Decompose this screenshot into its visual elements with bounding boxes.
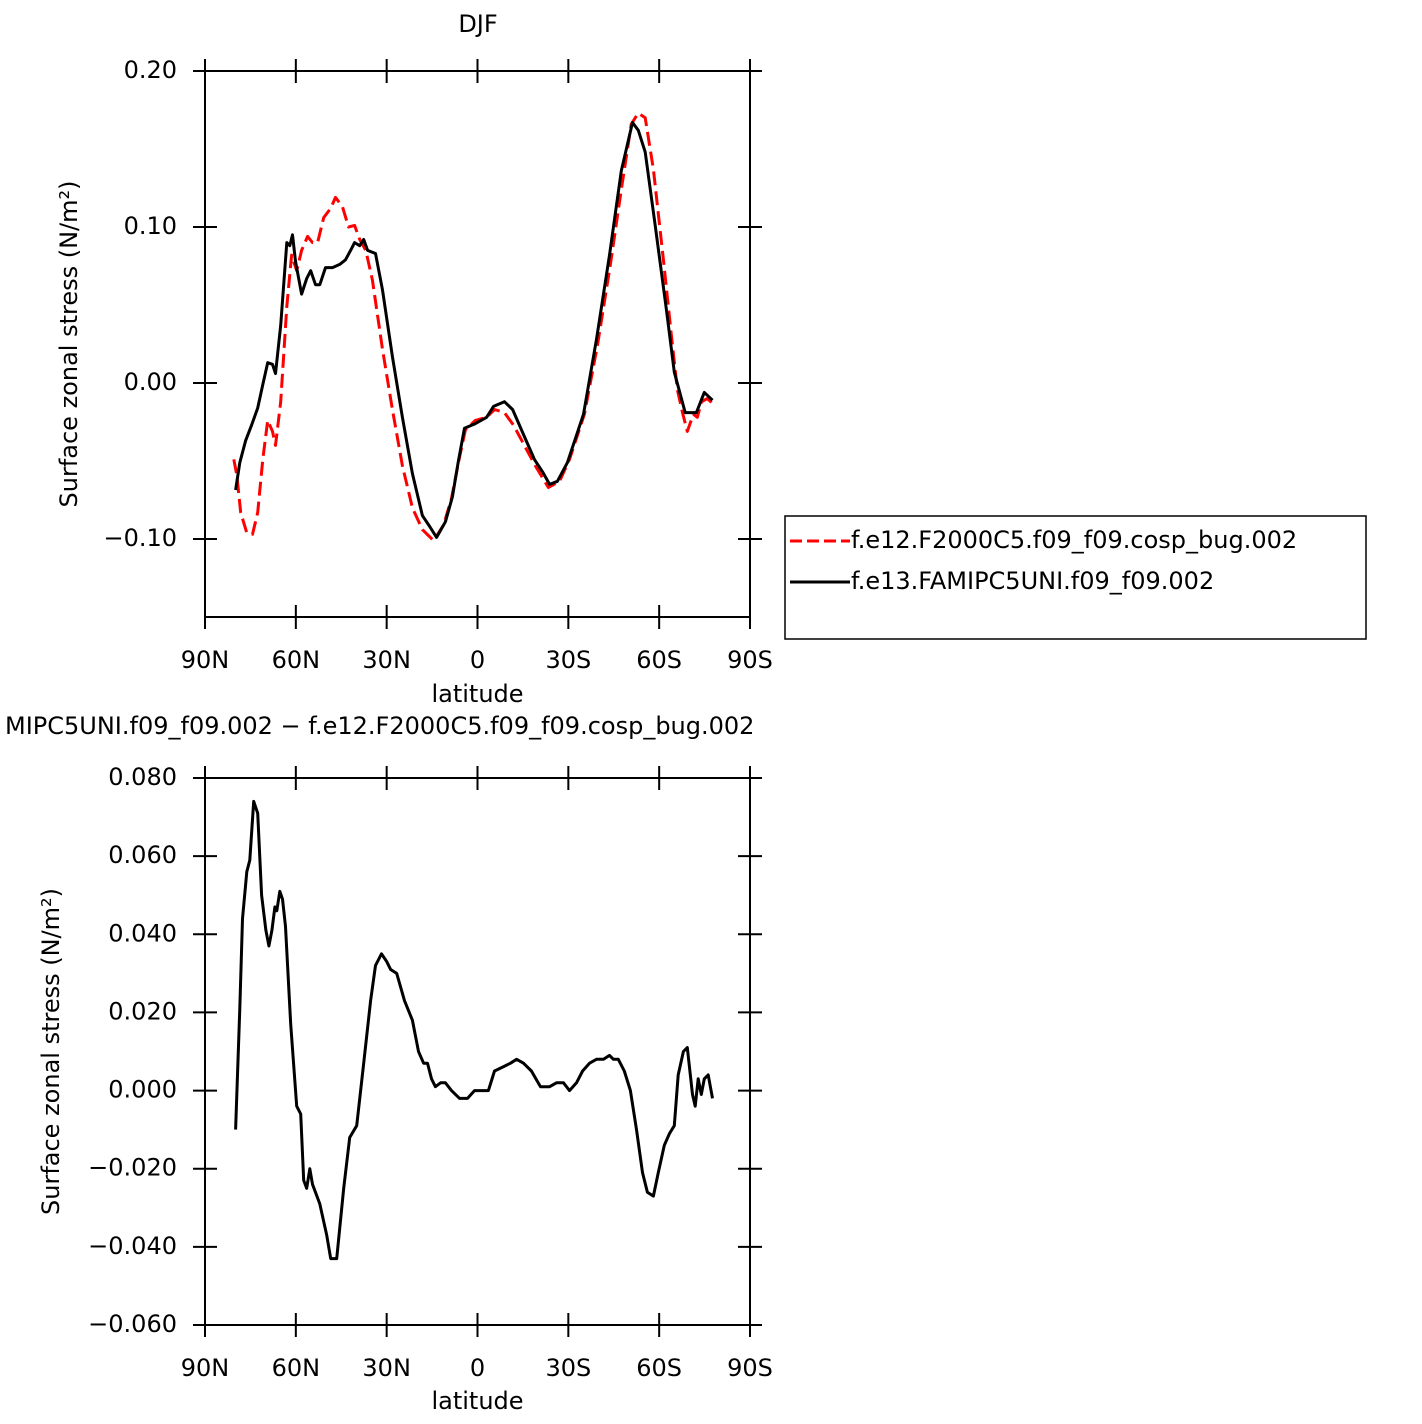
- x-axis-label: latitude: [431, 680, 523, 708]
- y-axis-label: Surface zonal stress (N/m²): [55, 181, 83, 508]
- legend-box: [784, 515, 1367, 640]
- data-line: [234, 121, 714, 539]
- y-tick-label: 0.20: [124, 56, 177, 84]
- y-axis-label: Surface zonal stress (N/m²): [37, 888, 65, 1215]
- y-tick-label: 0.080: [108, 763, 177, 791]
- y-tick-label: −0.040: [88, 1232, 177, 1260]
- y-tick-label: −0.060: [88, 1310, 177, 1338]
- legend-label: f.e12.F2000C5.f09_f09.cosp_bug.002: [851, 526, 1297, 554]
- x-tick-label: 60S: [636, 1354, 682, 1382]
- y-tick-label: 0.00: [124, 368, 177, 396]
- x-tick-label: 60N: [272, 646, 321, 674]
- x-tick-label: 60S: [636, 646, 682, 674]
- x-tick-label: 90S: [727, 1354, 773, 1382]
- x-tick-label: 30N: [362, 1354, 411, 1382]
- chart-title: MIPC5UNI.f09_f09.002 − f.e12.F2000C5.f09…: [5, 712, 754, 740]
- chart-title: DJF: [458, 10, 497, 38]
- x-tick-label: 0: [470, 646, 485, 674]
- x-tick-label: 90N: [181, 646, 230, 674]
- y-tick-label: 0.060: [108, 841, 177, 869]
- y-tick-label: −0.020: [88, 1154, 177, 1182]
- x-tick-label: 30S: [545, 1354, 591, 1382]
- y-tick-label: 0.040: [108, 919, 177, 947]
- x-tick-label: 90N: [181, 1354, 230, 1382]
- y-tick-label: 0.10: [124, 212, 177, 240]
- x-tick-label: 30S: [545, 646, 591, 674]
- x-tick-label: 60N: [272, 1354, 321, 1382]
- x-tick-label: 0: [470, 1354, 485, 1382]
- data-line: [234, 799, 714, 1261]
- plot-frame: [204, 70, 751, 618]
- x-tick-label: 90S: [727, 646, 773, 674]
- data-line: [232, 111, 714, 543]
- y-tick-label: 0.000: [108, 1076, 177, 1104]
- x-axis-label: latitude: [431, 1387, 523, 1415]
- y-tick-label: −0.10: [103, 524, 177, 552]
- y-tick-label: 0.020: [108, 997, 177, 1025]
- plot-frame: [204, 777, 751, 1326]
- legend-label: f.e13.FAMIPC5UNI.f09_f09.002: [851, 567, 1214, 595]
- x-tick-label: 30N: [362, 646, 411, 674]
